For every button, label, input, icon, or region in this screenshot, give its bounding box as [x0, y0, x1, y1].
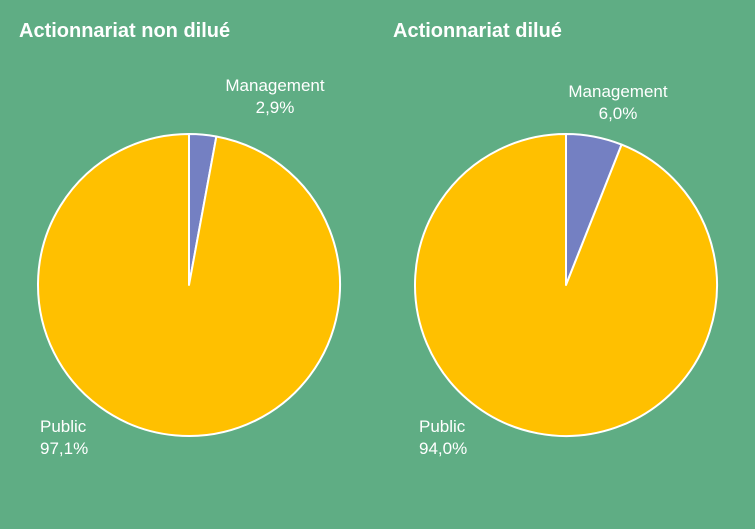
- slice-name: Management: [568, 82, 668, 101]
- chart-title: Actionnariat dilué: [393, 20, 562, 42]
- slice-label-management: Management 6,0%: [556, 81, 680, 125]
- pie-slice-public: [414, 133, 718, 437]
- slice-name: Management: [225, 76, 325, 95]
- slice-label-management: Management 2,9%: [214, 75, 336, 119]
- pie-chart-non-dilue: Actionnariat non dilué Management 2,9% P…: [0, 0, 377, 529]
- slice-value: 2,9%: [255, 98, 295, 117]
- chart-title: Actionnariat non dilué: [19, 20, 231, 42]
- pie-chart-dilue: Actionnariat dilué Management 6,0% Publi…: [377, 0, 755, 529]
- slice-label-public: Public 94,0%: [419, 416, 467, 460]
- pie-svg: [414, 133, 718, 437]
- slice-name: Public: [40, 417, 87, 436]
- slice-label-public: Public 97,1%: [40, 416, 88, 460]
- slice-value: 6,0%: [598, 104, 638, 123]
- pie-slice-public: [37, 133, 341, 437]
- pie-svg: [37, 133, 341, 437]
- slice-name: Public: [419, 417, 466, 436]
- slice-value: 97,1%: [40, 439, 89, 458]
- slice-value: 94,0%: [419, 439, 468, 458]
